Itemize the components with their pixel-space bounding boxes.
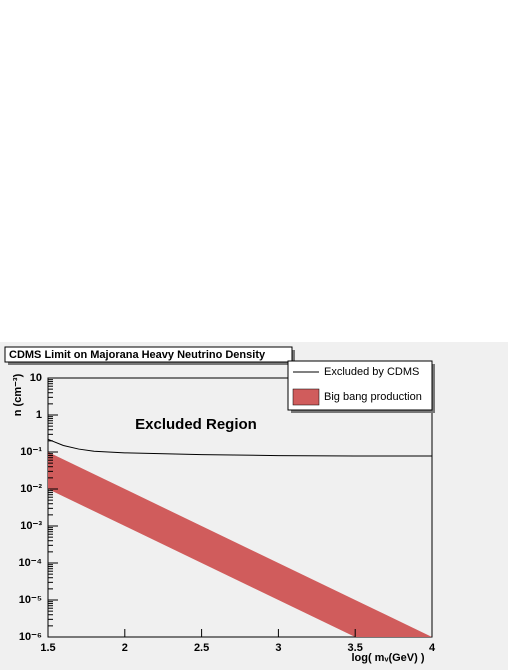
x-tick-label: 1.5 (40, 642, 55, 654)
legend-swatch (292, 388, 320, 406)
y-tick-label: 10⁻⁶ (19, 631, 42, 643)
x-tick-label: 2.5 (194, 642, 209, 654)
y-tick-label: 10⁻¹ (20, 446, 42, 458)
legend-label: Big bang production (324, 391, 422, 403)
y-tick-label: 1 (36, 409, 42, 421)
y-tick-label: 10⁻³ (20, 520, 42, 532)
y-tick-label: 10⁻² (20, 483, 42, 495)
x-tick-label: 3.5 (348, 642, 363, 654)
x-tick-label: 4 (429, 642, 436, 654)
annotation: Excluded Region (135, 416, 257, 433)
chart-title: CDMS Limit on Majorana Heavy Neutrino De… (9, 349, 266, 361)
y-tick-label: 10 (30, 372, 42, 384)
x-tick-label: 2 (122, 642, 128, 654)
x-tick-label: 3 (275, 642, 281, 654)
line (47, 438, 432, 457)
legend-label: Excluded by CDMS (324, 366, 419, 378)
y-tick-label: 10⁻⁵ (19, 594, 42, 606)
band (48, 452, 432, 637)
x-axis-title: log( mᵥ(GeV) ) (351, 652, 424, 664)
y-axis-title: n (cm⁻³) (12, 373, 24, 416)
y-tick-label: 10⁻⁴ (19, 557, 42, 569)
title-box (4, 346, 293, 363)
